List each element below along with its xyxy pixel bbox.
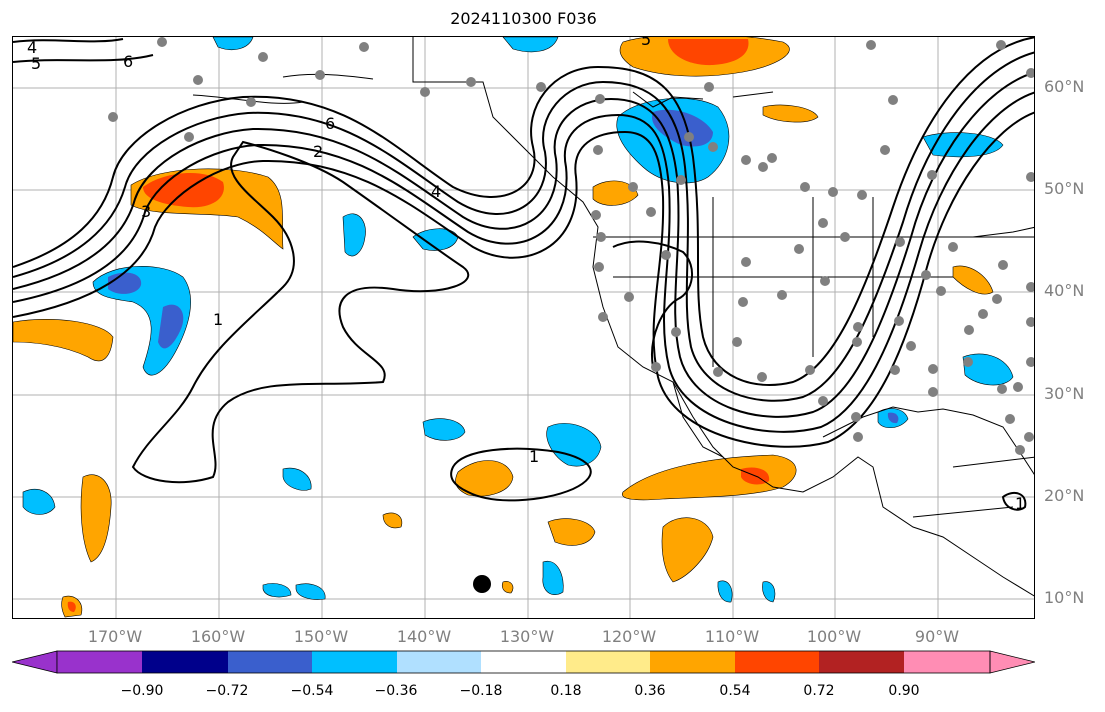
colorbar-bin <box>735 651 819 673</box>
lon-label: 120°W <box>601 627 657 646</box>
anomaly-negative <box>282 467 312 491</box>
contour-labels: 4 5 6 6 2 4 3 1 1 1 5 <box>27 37 1025 513</box>
anomaly-negative <box>342 213 366 257</box>
contour-label: 2 <box>313 142 323 161</box>
anomaly-negative <box>422 418 466 441</box>
contour-label: 1 <box>1015 494 1025 513</box>
lon-label: 130°W <box>499 627 555 646</box>
anomaly-negative <box>546 423 602 467</box>
colorbar-tick-label: −0.54 <box>290 683 334 699</box>
contour-label: 1 <box>213 310 223 329</box>
lon-label: 140°W <box>396 627 452 646</box>
anomaly-positive <box>382 512 403 529</box>
contour-label: 1 <box>529 447 539 466</box>
colorbar-tick-label: −0.72 <box>205 683 249 699</box>
anomaly-negative <box>22 488 56 515</box>
contour-label: 6 <box>123 52 133 71</box>
lat-label: 20°N <box>1044 486 1085 505</box>
colorbar-bin <box>228 651 312 673</box>
colorbar-tick-label: −0.18 <box>459 683 503 699</box>
anomaly-negative <box>922 132 1004 158</box>
coastlines <box>192 37 1034 597</box>
colorbar-tick-label: 0.72 <box>803 683 835 699</box>
colorbar-bin <box>566 651 650 673</box>
black-marker <box>473 575 491 593</box>
lon-label: 170°W <box>87 627 143 646</box>
anomaly-positive <box>80 474 112 563</box>
map-canvas: 4 5 6 6 2 4 3 1 1 1 5 <box>13 37 1034 618</box>
lon-label: 100°W <box>806 627 862 646</box>
anomaly-strong-positive <box>143 172 224 208</box>
shaded-anomalies <box>13 37 1014 618</box>
lon-label: 150°W <box>293 627 349 646</box>
colorbar-max-extend <box>989 650 1035 674</box>
colorbar-bin <box>481 651 566 673</box>
contour-label: 4 <box>431 182 441 201</box>
anomaly-negative <box>212 37 254 50</box>
anomaly-positive <box>661 517 714 583</box>
contour-label: 6 <box>325 114 335 133</box>
contour-label: 5 <box>31 54 41 73</box>
anomaly-strong-positive <box>668 39 749 66</box>
anomaly-strong-negative <box>887 412 899 424</box>
anomaly-strong-positive <box>67 601 76 612</box>
colorbar-tick-label: 0.36 <box>634 683 666 699</box>
colorbar-tick-label: −0.36 <box>374 683 418 699</box>
anomaly-negative <box>502 37 559 53</box>
lon-label: 90°W <box>914 627 960 646</box>
anomaly-negative <box>295 583 326 600</box>
colorbar-tick-label: 0.90 <box>888 683 920 699</box>
map-title: 2024110300 F036 <box>450 9 597 28</box>
colorbar-tick-label: 0.54 <box>719 683 751 699</box>
anomaly-positive <box>501 581 514 594</box>
anomaly-negative <box>762 581 776 603</box>
anomaly-positive <box>762 104 819 123</box>
anomaly-positive <box>547 518 596 546</box>
anomaly-positive <box>13 318 114 362</box>
lon-label: 110°W <box>704 627 760 646</box>
anomaly-negative <box>262 583 292 598</box>
anomaly-negative <box>717 580 733 603</box>
lat-label: 60°N <box>1044 77 1085 96</box>
colorbar-tick-label: 0.18 <box>550 683 582 699</box>
colorbar-bin <box>142 651 228 673</box>
station-markers <box>108 37 1034 455</box>
contour-label: 5 <box>641 37 651 49</box>
anomaly-strong-negative <box>108 272 142 294</box>
contour-label: 3 <box>141 202 151 221</box>
colorbar-bin <box>57 651 142 673</box>
colorbar-min-extend <box>12 650 58 674</box>
colorbar-bin <box>650 651 735 673</box>
anomaly-strong-negative <box>158 304 184 349</box>
lon-label: 160°W <box>190 627 246 646</box>
anomaly-positive <box>952 265 994 295</box>
colorbar-bin <box>397 651 481 673</box>
colorbar-bin <box>819 651 904 673</box>
colorbar-tick-label: −0.90 <box>120 683 164 699</box>
lat-label: 50°N <box>1044 179 1085 198</box>
contours <box>13 37 1034 511</box>
lat-label: 30°N <box>1044 384 1085 403</box>
lat-label: 40°N <box>1044 281 1085 300</box>
anomaly-negative <box>542 560 564 596</box>
contour-label: 4 <box>27 38 37 57</box>
anomaly-positive <box>592 180 639 206</box>
colorbar-bin <box>904 651 990 673</box>
anomaly-negative <box>962 353 1014 386</box>
lat-label: 10°N <box>1044 588 1085 607</box>
map-panel[interactable]: 4 5 6 6 2 4 3 1 1 1 5 <box>12 36 1035 619</box>
colorbar-bin <box>312 651 397 673</box>
anomaly-positive <box>621 454 797 501</box>
colorbar <box>12 650 1035 674</box>
